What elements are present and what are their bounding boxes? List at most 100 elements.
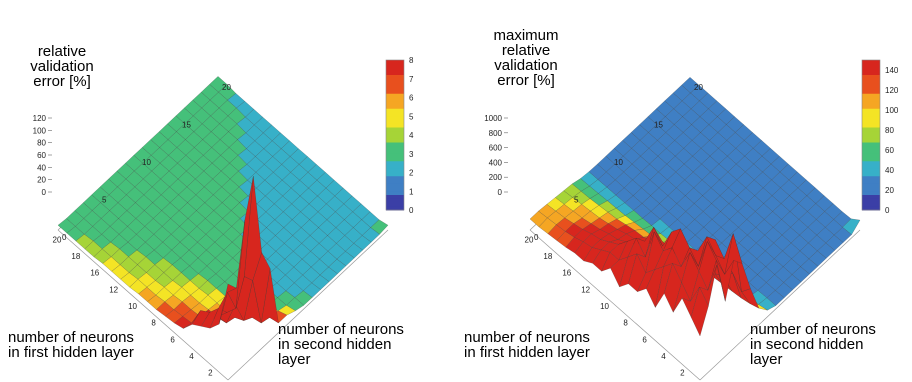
colorbar-segment: [862, 157, 880, 162]
z-tick-label: 40: [37, 163, 46, 172]
colorbar-segment: [386, 105, 404, 110]
colorbar-segment: [862, 82, 880, 87]
colorbar-tick-label: 20: [885, 186, 894, 195]
colorbar-segment: [862, 105, 880, 110]
y-tick-label: 15: [654, 121, 663, 130]
colorbar-segment: [862, 165, 880, 170]
y-tick-label: 15: [182, 121, 191, 130]
right-panel: 1000 800 600 400 200 0 2 4 6 8 10 12 16 18 20 0 5 10 15 20 1…: [456, 0, 912, 382]
x-tick-label: 10: [600, 302, 609, 311]
y-tick-label: 0: [62, 233, 67, 242]
colorbar-segment: [386, 116, 404, 121]
colorbar-segment: [862, 172, 880, 177]
colorbar-tick-label: 40: [885, 166, 894, 175]
colorbar-segment: [862, 127, 880, 132]
box-edge: [699, 229, 861, 381]
y-tick-label: 0: [534, 233, 539, 242]
right-z-axis-label: maximum relative validation error [%]: [493, 27, 559, 89]
colorbar-segment: [862, 135, 880, 140]
z-tick-label: 400: [489, 158, 503, 167]
surface-cell: [690, 286, 709, 337]
colorbar-segment: [862, 131, 880, 136]
colorbar-tick-label: 6: [409, 94, 414, 103]
x-tick-label: 4: [189, 352, 194, 361]
x-tick-label: 6: [642, 335, 647, 344]
x-tick-label: 4: [661, 352, 666, 361]
colorbar-segment: [862, 150, 880, 155]
x-axis: 2 4 6 8 10 12 16 18 20: [525, 235, 686, 377]
colorbar-segment: [862, 176, 880, 181]
x-tick-label: 8: [623, 319, 628, 328]
colorbar-segment: [386, 112, 404, 117]
colorbar-segment: [862, 191, 880, 196]
colorbar-segment: [862, 187, 880, 192]
z-tick-label: 0: [498, 188, 503, 197]
colorbar-segment: [862, 101, 880, 106]
colorbar-segment: [386, 93, 404, 98]
surface: [57, 76, 389, 329]
colorbar-segment: [862, 90, 880, 95]
colorbar-segment: [386, 127, 404, 132]
colorbar-segment: [386, 176, 404, 181]
colorbar-segment: [386, 60, 404, 65]
z-tick-label: 120: [33, 114, 47, 123]
colorbar-tick-label: 100: [885, 106, 899, 115]
y-axis: 0 5 10 15 20: [62, 83, 231, 242]
colorbar-segment: [386, 202, 404, 207]
x-tick-label: 16: [90, 269, 99, 278]
x-tick-label: 8: [151, 319, 156, 328]
colorbar-segment: [862, 71, 880, 76]
colorbar-segment: [386, 138, 404, 143]
colorbar: 140 120 100 80 60 40 20 0: [861, 59, 899, 215]
colorbar-tick-label: 4: [409, 131, 414, 140]
left-y-axis-label: number of neurons in second hidden layer: [278, 321, 404, 368]
colorbar-segment: [386, 165, 404, 170]
colorbar-segment: [386, 131, 404, 136]
colorbar-segment: [386, 161, 404, 166]
colorbar-segment: [386, 146, 404, 151]
colorbar-segment: [862, 202, 880, 207]
y-tick-label: 10: [614, 158, 623, 167]
colorbar-segment: [386, 153, 404, 158]
colorbar-segment: [862, 168, 880, 173]
colorbar-segment: [862, 75, 880, 80]
z-tick-label: 20: [37, 176, 46, 185]
colorbar-tick-label: 8: [409, 56, 414, 65]
colorbar-segment: [386, 183, 404, 188]
colorbar-segment: [862, 97, 880, 102]
z-tick-label: 80: [37, 139, 46, 148]
colorbar-segment: [386, 150, 404, 155]
x-tick-label: 16: [562, 269, 571, 278]
z-axis: 120 100 80 60 40 20 0: [33, 114, 52, 197]
colorbar-segment: [386, 206, 404, 211]
colorbar-segment: [862, 123, 880, 128]
colorbar-segment: [386, 142, 404, 147]
y-tick-label: 5: [574, 196, 579, 205]
colorbar-segment: [862, 180, 880, 185]
x-tick-label: 18: [71, 252, 80, 261]
x-tick-label: 18: [543, 252, 552, 261]
colorbar-segment: [862, 120, 880, 125]
colorbar-segment: [386, 120, 404, 125]
box-edge: [227, 229, 389, 381]
y-tick-label: 10: [142, 158, 151, 167]
colorbar-segment: [386, 195, 404, 200]
x-tick-label: 2: [208, 369, 213, 378]
colorbar-segment: [386, 108, 404, 113]
colorbar-segment: [386, 123, 404, 128]
right-x-axis-label: number of neurons in first hidden layer: [464, 329, 590, 361]
colorbar-segment: [386, 168, 404, 173]
z-tick-label: 200: [489, 173, 503, 182]
z-tick-label: 60: [37, 151, 46, 160]
colorbar-segment: [862, 206, 880, 211]
colorbar-segment: [862, 86, 880, 91]
colorbar-segment: [386, 78, 404, 83]
colorbar-segment: [386, 198, 404, 203]
z-tick-label: 0: [42, 188, 47, 197]
z-axis: 1000 800 600 400 200 0: [484, 114, 508, 197]
colorbar-segment: [862, 116, 880, 121]
surface-cell: [218, 283, 237, 325]
colorbar-tick-label: 1: [409, 187, 414, 196]
z-tick-label: 100: [33, 126, 47, 135]
